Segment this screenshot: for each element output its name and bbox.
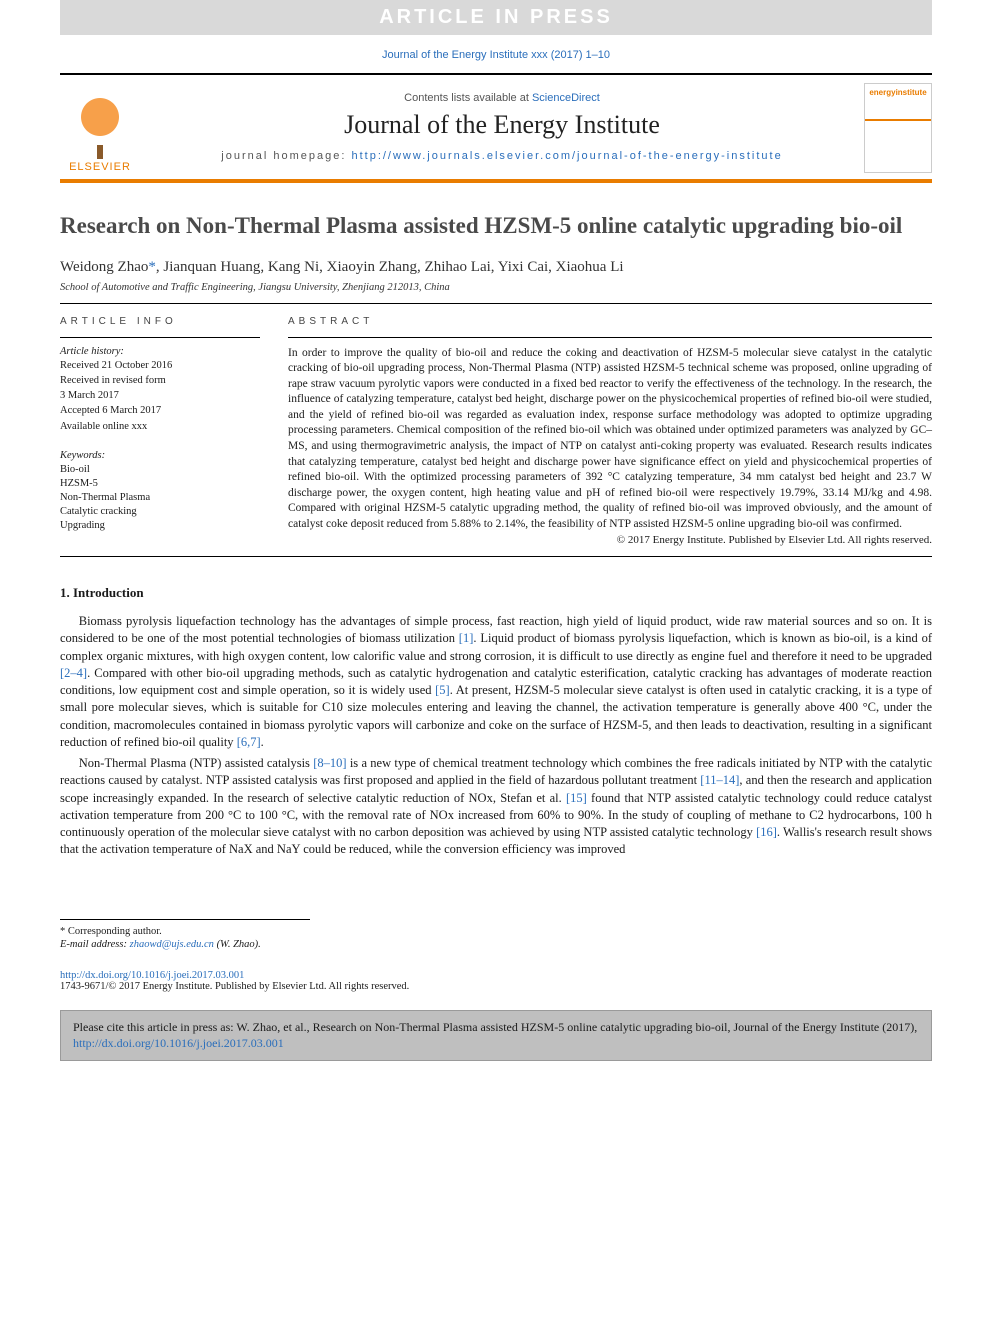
- history-line: Received in revised form: [60, 374, 260, 388]
- keyword: Catalytic cracking: [60, 505, 260, 519]
- doi-block: http://dx.doi.org/10.1016/j.joei.2017.03…: [60, 970, 932, 992]
- cite-box-doi-link[interactable]: http://dx.doi.org/10.1016/j.joei.2017.03…: [73, 1036, 284, 1050]
- abstract-text: In order to improve the quality of bio-o…: [288, 346, 932, 532]
- cite-box-text: Please cite this article in press as: W.…: [73, 1020, 917, 1034]
- divider-after-abstract: [60, 556, 932, 557]
- article-title: Research on Non-Thermal Plasma assisted …: [60, 211, 932, 241]
- keywords-list: Bio-oil HZSM-5 Non-Thermal Plasma Cataly…: [60, 463, 260, 534]
- affiliation: School of Automotive and Traffic Enginee…: [60, 282, 932, 293]
- article-in-press-banner: ARTICLE IN PRESS: [60, 0, 932, 35]
- keywords-label: Keywords:: [60, 450, 260, 461]
- article-body: Research on Non-Thermal Plasma assisted …: [60, 211, 932, 859]
- keyword: Non-Thermal Plasma: [60, 491, 260, 505]
- journal-cover-thumbnail[interactable]: energyinstitute: [864, 83, 932, 173]
- homepage-line: journal homepage: http://www.journals.el…: [156, 148, 848, 165]
- elsevier-tree-icon: [70, 93, 130, 153]
- homepage-link[interactable]: http://www.journals.elsevier.com/journal…: [351, 150, 782, 162]
- elsevier-label: ELSEVIER: [69, 161, 131, 173]
- history-label: Article history:: [60, 346, 260, 357]
- corresponding-asterisk: *: [148, 259, 156, 275]
- p1-e: .: [261, 735, 264, 749]
- p2-a: Non-Thermal Plasma (NTP) assisted cataly…: [79, 756, 313, 770]
- abstract-label: ABSTRACT: [288, 316, 932, 327]
- sciencedirect-link[interactable]: ScienceDirect: [532, 92, 600, 104]
- keyword: Bio-oil: [60, 463, 260, 477]
- citation-5[interactable]: [5]: [435, 683, 450, 697]
- footnote-corresponding: * Corresponding author.: [60, 926, 310, 937]
- masthead-center: Contents lists available at ScienceDirec…: [156, 92, 848, 165]
- contents-available-line: Contents lists available at ScienceDirec…: [156, 92, 848, 104]
- citation-15[interactable]: [15]: [566, 791, 587, 805]
- email-link[interactable]: zhaowd@ujs.edu.cn: [130, 939, 214, 950]
- homepage-prefix: journal homepage:: [221, 150, 351, 162]
- history-line: Accepted 6 March 2017: [60, 404, 260, 418]
- email-label: E-mail address:: [60, 939, 127, 950]
- journal-title: Journal of the Energy Institute: [156, 110, 848, 140]
- citation-6-7[interactable]: [6,7]: [237, 735, 261, 749]
- history-lines: Received 21 October 2016 Received in rev…: [60, 359, 260, 434]
- abstract-column: ABSTRACT In order to improve the quality…: [288, 316, 932, 546]
- footnotes: * Corresponding author. E-mail address: …: [60, 919, 310, 950]
- keyword: Upgrading: [60, 519, 260, 533]
- history-line: Available online xxx: [60, 420, 260, 434]
- article-info-column: ARTICLE INFO Article history: Received 2…: [60, 316, 260, 546]
- masthead: ELSEVIER Contents lists available at Sci…: [60, 73, 932, 183]
- info-divider: [60, 337, 260, 338]
- citation-box: Please cite this article in press as: W.…: [60, 1010, 932, 1062]
- citation-11-14[interactable]: [11–14]: [700, 773, 739, 787]
- citation-1[interactable]: [1]: [459, 631, 474, 645]
- email-suffix: (W. Zhao).: [214, 939, 261, 950]
- section-1-heading: 1. Introduction: [60, 585, 932, 601]
- keyword: HZSM-5: [60, 477, 260, 491]
- contents-prefix: Contents lists available at: [404, 92, 532, 104]
- footnote-email-line: E-mail address: zhaowd@ujs.edu.cn (W. Zh…: [60, 939, 310, 950]
- elsevier-logo[interactable]: ELSEVIER: [60, 83, 140, 173]
- abstract-copyright: © 2017 Energy Institute. Published by El…: [288, 534, 932, 546]
- citation-2-4[interactable]: [2–4]: [60, 666, 87, 680]
- doi-link[interactable]: http://dx.doi.org/10.1016/j.joei.2017.03…: [60, 970, 244, 981]
- info-abstract-row: ARTICLE INFO Article history: Received 2…: [60, 316, 932, 546]
- history-line: 3 March 2017: [60, 389, 260, 403]
- journal-reference-line: Journal of the Energy Institute xxx (201…: [0, 49, 992, 61]
- history-line: Received 21 October 2016: [60, 359, 260, 373]
- citation-8-10[interactable]: [8–10]: [313, 756, 346, 770]
- authors-line: Weidong Zhao*, Jianquan Huang, Kang Ni, …: [60, 259, 932, 276]
- intro-paragraph-2: Non-Thermal Plasma (NTP) assisted cataly…: [60, 755, 932, 859]
- issn-copyright-line: 1743-9671/© 2017 Energy Institute. Publi…: [60, 981, 932, 992]
- article-info-label: ARTICLE INFO: [60, 316, 260, 327]
- abstract-divider: [288, 337, 932, 338]
- divider-top: [60, 303, 932, 304]
- intro-paragraph-1: Biomass pyrolysis liquefaction technolog…: [60, 613, 932, 751]
- citation-16[interactable]: [16]: [756, 825, 777, 839]
